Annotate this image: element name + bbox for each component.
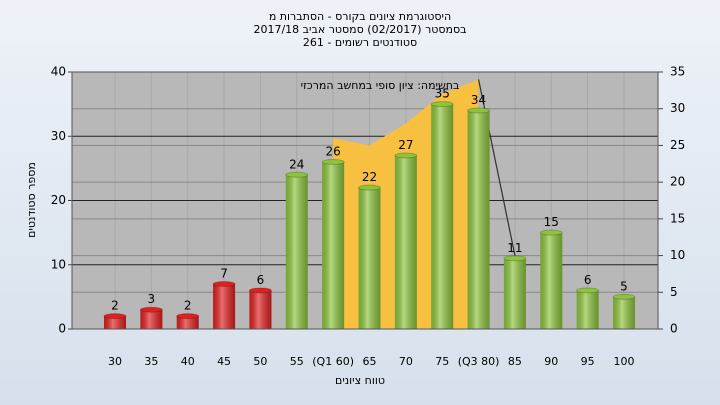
y2-tick-label: 25 bbox=[670, 138, 685, 152]
data-label: 3 bbox=[148, 292, 156, 306]
bar-cap bbox=[539, 229, 563, 236]
y2-tick-label: 15 bbox=[670, 211, 685, 225]
y-axis-label: מספר סטודנטים bbox=[25, 162, 38, 238]
bar-cap bbox=[467, 107, 491, 114]
data-label: 6 bbox=[257, 273, 265, 287]
data-label: 24 bbox=[289, 157, 304, 171]
bar-shade bbox=[176, 316, 199, 329]
bar-cap bbox=[248, 287, 272, 294]
bar-shade bbox=[213, 284, 236, 329]
x-tick-label: 50 bbox=[253, 355, 267, 368]
data-label: 2 bbox=[184, 299, 192, 313]
y-tick-label: 0 bbox=[58, 322, 66, 336]
data-label: 27 bbox=[398, 138, 413, 152]
y-tick-label: 40 bbox=[51, 65, 66, 79]
y2-tick-label: 35 bbox=[670, 65, 685, 79]
bar-cap bbox=[285, 171, 309, 178]
data-label: 22 bbox=[362, 170, 377, 184]
bar-shade bbox=[394, 155, 417, 329]
bar-shade bbox=[322, 161, 345, 329]
x-tick-label: 55 bbox=[290, 355, 304, 368]
data-label: 7 bbox=[220, 267, 228, 281]
x-tick-label: 45 bbox=[217, 355, 231, 368]
x-tick-label: 35 bbox=[144, 355, 158, 368]
bar-shade bbox=[503, 258, 526, 329]
bar-shade bbox=[613, 296, 635, 329]
bar-shade bbox=[104, 316, 126, 329]
x-tick-label: 100 bbox=[614, 355, 635, 368]
bar-cap bbox=[576, 287, 600, 294]
bar-shade bbox=[285, 174, 308, 329]
bar-shade bbox=[249, 290, 272, 329]
y-tick-label: 20 bbox=[51, 193, 66, 207]
bar-cap bbox=[176, 313, 200, 320]
x-tick-label: 65 bbox=[363, 355, 377, 368]
data-label: 2 bbox=[111, 299, 119, 313]
x-tick-label: 30 bbox=[108, 355, 122, 368]
bar-cap bbox=[358, 184, 381, 191]
x-tick-label: 75 bbox=[435, 355, 449, 368]
y2-tick-label: 20 bbox=[670, 175, 685, 189]
y2-tick-label: 5 bbox=[670, 285, 678, 299]
x-tick-label: 95 bbox=[581, 355, 595, 368]
y-tick-label: 10 bbox=[51, 257, 66, 271]
bar-cap bbox=[321, 158, 345, 165]
data-label: 26 bbox=[326, 144, 341, 158]
data-label: 5 bbox=[620, 279, 628, 293]
bar-shade bbox=[140, 309, 163, 329]
data-label: 6 bbox=[584, 273, 592, 287]
bar-cap bbox=[212, 281, 236, 288]
y2-tick-label: 10 bbox=[670, 248, 685, 262]
x-tick-label: 70 bbox=[399, 355, 413, 368]
bar-cap bbox=[103, 313, 127, 320]
data-label: 11 bbox=[507, 241, 522, 255]
x-tick-label: (Q3 80) bbox=[458, 355, 500, 368]
bar-cap bbox=[612, 293, 636, 300]
x-tick-label: 40 bbox=[181, 355, 195, 368]
data-label: 35 bbox=[435, 87, 450, 101]
bar-shade bbox=[576, 290, 599, 329]
y2-tick-label: 30 bbox=[670, 101, 685, 115]
y2-tick-label: 0 bbox=[670, 322, 678, 336]
bar-cap bbox=[503, 255, 527, 262]
data-label: 15 bbox=[544, 215, 559, 229]
bar-shade bbox=[431, 104, 454, 329]
bar-shade bbox=[540, 232, 563, 329]
bar-cap bbox=[139, 306, 163, 313]
title-line: בסמסטר (02/2017) סמסטר אביב 2017/18 bbox=[253, 23, 466, 36]
data-label: 34 bbox=[471, 93, 486, 107]
bar-shade bbox=[467, 110, 490, 329]
annotation: בחשימה: ציון סופי במחשב המרכזי bbox=[301, 79, 460, 92]
y-tick-label: 30 bbox=[51, 129, 66, 143]
bar-shade bbox=[358, 187, 381, 329]
x-tick-label: (Q1 60) bbox=[312, 355, 354, 368]
x-tick-label: 85 bbox=[508, 355, 522, 368]
x-tick-label: 90 bbox=[544, 355, 558, 368]
bar-cap bbox=[394, 152, 418, 159]
bar-cap bbox=[430, 101, 454, 108]
x-axis-label: טווח ציונים bbox=[335, 374, 385, 387]
plot-frame bbox=[71, 71, 659, 330]
title-line: סטודנטים רשומים - 261 bbox=[303, 36, 417, 49]
title-line: היסטוגרמת ציונים בקורס - הסתברות מ bbox=[269, 10, 451, 23]
